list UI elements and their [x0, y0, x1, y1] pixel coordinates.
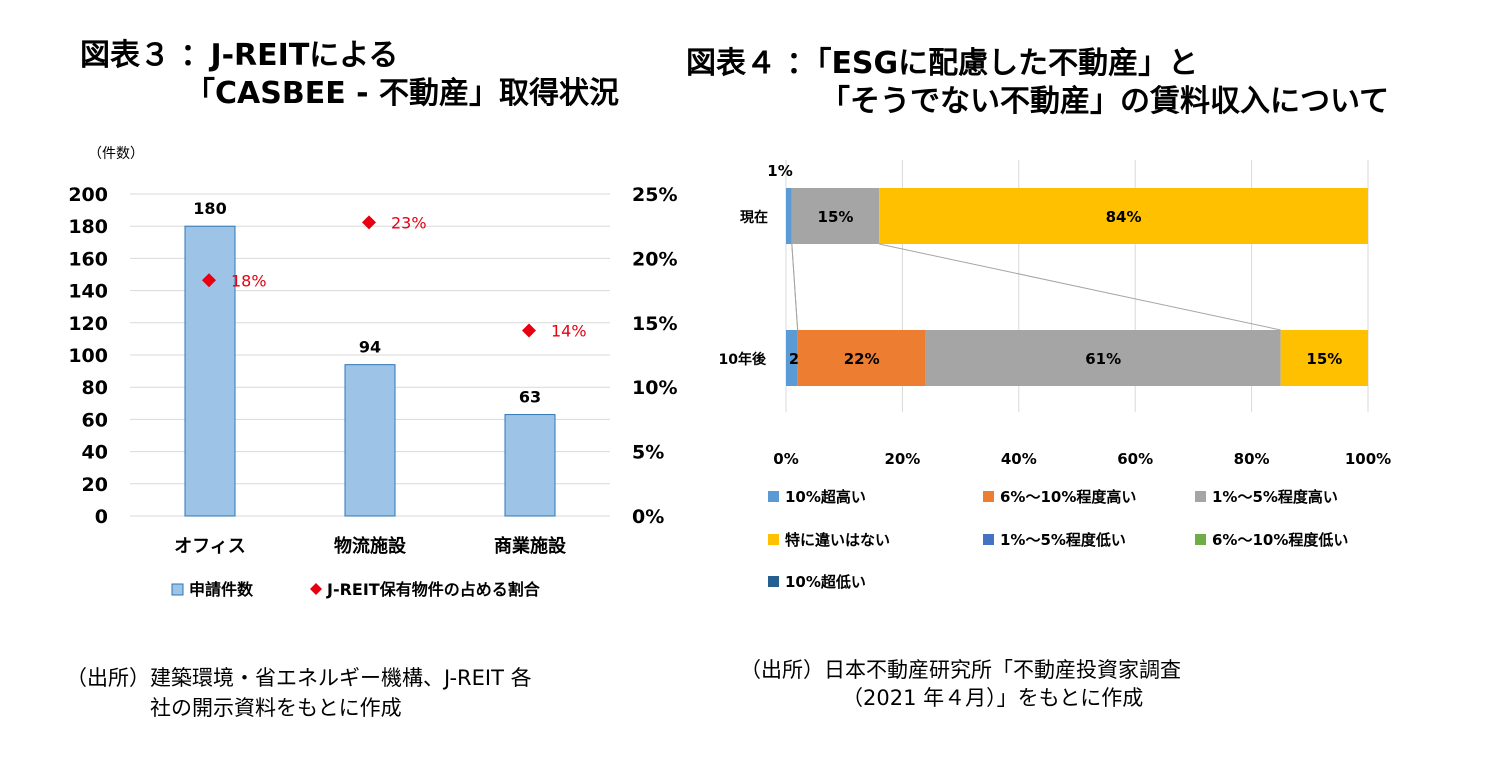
stacked-segment — [1280, 330, 1368, 386]
legend-label: 1%～5%程度高い — [1212, 488, 1338, 506]
legend-swatch — [768, 534, 779, 545]
x-tick-label: オフィス — [174, 536, 246, 557]
bar-data-label: 94 — [359, 338, 381, 357]
chart3-title-line2: 「CASBEE - 不動産」取得状況 — [185, 76, 620, 111]
legend-swatch — [983, 491, 994, 502]
bar — [504, 414, 556, 517]
series-line — [879, 243, 1281, 331]
legend-label: 申請件数 — [189, 580, 254, 599]
chart4-title-line2: 「そうでない不動産」の賃料収入について — [820, 84, 1390, 119]
x-tick-label: 40% — [1001, 450, 1037, 468]
y-tick-label: 0 — [95, 506, 108, 528]
legend-swatch — [1195, 534, 1206, 545]
y-tick-label: 140 — [68, 281, 108, 303]
legend-label: 6%～10%程度低い — [1212, 531, 1348, 549]
x-tick-label: 100% — [1345, 450, 1391, 468]
y-tick-label: 60 — [82, 409, 108, 431]
y-tick-label: 160 — [68, 248, 108, 270]
chart4-source-line1: （出所）日本不動産研究所「不動産投資家調査 — [740, 658, 1181, 682]
legend-label: 10%超低い — [785, 573, 866, 591]
marker-point — [362, 215, 376, 230]
stacked-segment — [791, 188, 880, 244]
stacked-segment — [797, 330, 926, 386]
segment-data-label: 61% — [1085, 350, 1121, 368]
y2-tick-label: 0% — [632, 506, 664, 528]
y-tick-label: 120 — [68, 313, 108, 335]
y-tick-label: 200 — [68, 184, 108, 206]
x-tick-label: 物流施設 — [334, 535, 407, 557]
x-tick-label: 80% — [1234, 450, 1270, 468]
y-tick-label: 20 — [82, 474, 108, 496]
chart4-svg: 0%20%40%60%80%100%現在1%15%84%10年後2%22%61%… — [719, 160, 1391, 591]
segment-data-label: 15% — [1306, 350, 1342, 368]
legend-label: 10%超高い — [785, 488, 866, 506]
stacked-segment — [786, 330, 798, 386]
y-tick-label: 40 — [82, 442, 108, 464]
x-tick-label: 20% — [884, 450, 920, 468]
x-tick-label: 商業施設 — [494, 535, 567, 557]
y-tick-label: 80 — [82, 377, 108, 399]
marker-point — [202, 273, 216, 288]
bar — [344, 364, 396, 517]
legend-label: 1%～5%程度低い — [1000, 531, 1126, 549]
legend-swatch — [983, 534, 994, 545]
y2-tick-label: 25% — [632, 184, 677, 206]
legend-swatch — [768, 576, 779, 587]
bar — [184, 225, 236, 517]
y2-tick-label: 20% — [632, 248, 677, 270]
bar-data-label: 180 — [193, 199, 226, 218]
legend-label: 6%～10%程度高い — [1000, 488, 1136, 506]
legend-swatch — [171, 583, 184, 596]
segment-data-label: 1% — [767, 162, 792, 180]
y-tick-label: 100 — [68, 345, 108, 367]
chart4-title-line1: 図表４ ：「ESGに配慮した不動産」と — [686, 46, 1199, 81]
y2-tick-label: 5% — [632, 442, 664, 464]
y-tick-label: 10年後 — [719, 351, 767, 368]
marker-data-label: 14% — [551, 322, 587, 341]
bar-data-label: 63 — [519, 388, 541, 407]
y2-tick-label: 15% — [632, 313, 677, 335]
marker-point — [522, 323, 536, 338]
legend-label: J-REIT保有物件の占める割合 — [326, 580, 541, 599]
stacked-segment — [786, 188, 792, 244]
chart3-title-line1: 図表３ ：J-REITによる — [80, 38, 399, 73]
series-line — [791, 243, 799, 331]
chart3-svg: （件数） 0 20 40 60 80 100 120 140 160 180 200 0% 5% 10% 15… — [68, 146, 677, 599]
y-tick-label: 180 — [68, 216, 108, 238]
x-tick-label: 60% — [1117, 450, 1153, 468]
chart3-source-line2: 社の開示資料をもとに作成 — [150, 696, 402, 720]
segment-data-label: 15% — [818, 208, 854, 226]
legend-swatch — [768, 491, 779, 502]
legend-label: 特に違いはない — [785, 531, 890, 549]
marker-data-label: 18% — [231, 271, 267, 290]
legend-swatch — [310, 583, 322, 595]
y2-tick-label: 10% — [632, 377, 677, 399]
chart3-source-line1: （出所）建築環境・省エネルギー機構、J-REIT 各 — [66, 666, 532, 690]
segment-data-label: 22% — [844, 350, 880, 368]
legend-swatch — [1195, 491, 1206, 502]
y-tick-label: 現在 — [740, 209, 768, 226]
x-tick-label: 0% — [773, 450, 798, 468]
y-unit-label: （件数） — [88, 146, 144, 162]
stacked-segment — [879, 188, 1368, 244]
stacked-segment — [925, 330, 1281, 386]
marker-data-label: 23% — [391, 213, 427, 232]
chart4-source-line2: （2021 年４月）」をもとに作成 — [842, 686, 1144, 710]
segment-data-label: 84% — [1106, 208, 1142, 226]
